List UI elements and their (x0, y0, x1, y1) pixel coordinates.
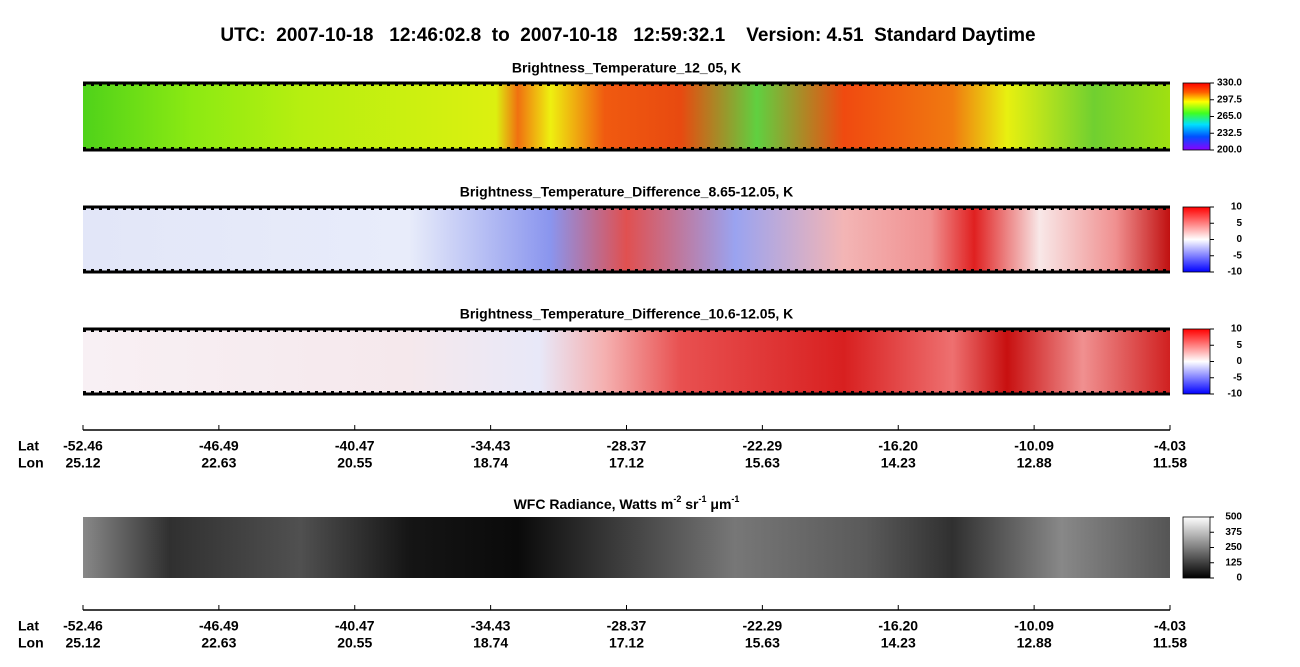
title-superscript: -1 (698, 494, 706, 504)
lon-axis-label: Lon (18, 635, 44, 651)
panel-title: Brightness_Temperature_Difference_8.65-1… (460, 184, 794, 200)
title-text: sr (681, 496, 699, 512)
lon-tick-label: 14.23 (881, 455, 916, 471)
swath-image (83, 329, 1170, 394)
colorbar-tick-label: -10 (1228, 267, 1243, 278)
colorbar (1182, 516, 1211, 579)
lon-tick-label: 15.63 (745, 635, 780, 651)
lat-tick-label: -10.09 (1014, 438, 1054, 454)
colorbar-tick-label: 0 (1236, 573, 1242, 584)
title-text: WFC Radiance, Watts m (514, 496, 674, 512)
colorbar (1182, 206, 1211, 273)
lat-tick-label: -16.20 (878, 438, 918, 454)
lon-tick-label: 22.63 (201, 635, 236, 651)
lon-tick-label: 18.74 (473, 455, 508, 471)
title-superscript: -1 (731, 494, 739, 504)
lat-tick-label: -16.20 (878, 618, 918, 634)
colorbar-tick-label: 265.0 (1217, 111, 1242, 122)
lon-tick-label: 12.88 (1017, 635, 1052, 651)
figure-title: UTC: 2007-10-18 12:46:02.8 to 2007-10-18… (220, 25, 1035, 46)
lat-tick-label: -28.37 (607, 618, 647, 634)
lat-tick-label: -52.46 (63, 618, 103, 634)
panel-title: Brightness_Temperature_Difference_10.6-1… (460, 306, 794, 322)
lon-tick-label: 17.12 (609, 455, 644, 471)
lon-tick-label: 12.88 (1017, 455, 1052, 471)
swath-image (83, 83, 1170, 150)
colorbar-tick-label: 0 (1236, 356, 1242, 367)
lon-tick-label: 14.23 (881, 635, 916, 651)
colorbar-tick-label: 10 (1231, 202, 1243, 213)
swath-image (83, 207, 1170, 272)
lat-tick-label: -22.29 (743, 618, 783, 634)
lon-tick-label: 25.12 (65, 455, 100, 471)
lon-tick-label: 20.55 (337, 455, 372, 471)
lon-tick-label: 25.12 (65, 635, 100, 651)
colorbar-tick-label: 5 (1236, 218, 1242, 229)
colorbar-tick-label: 500 (1225, 512, 1242, 523)
lon-axis-label: Lon (18, 455, 44, 471)
lat-tick-label: -46.49 (199, 618, 239, 634)
lon-tick-label: 11.58 (1153, 455, 1187, 471)
lon-tick-label: 18.74 (473, 635, 508, 651)
lat-axis-label: Lat (18, 618, 39, 634)
lat-tick-label: -40.47 (335, 618, 375, 634)
lon-tick-label: 20.55 (337, 635, 372, 651)
colorbar-tick-label: 0 (1236, 234, 1242, 245)
colorbar-tick-label: 5 (1236, 340, 1242, 351)
swath-image (83, 517, 1170, 578)
colorbar-tick-label: 297.5 (1217, 94, 1242, 105)
lat-tick-label: -34.43 (471, 438, 511, 454)
colorbar-tick-label: 250 (1225, 542, 1242, 553)
lat-tick-label: -4.03 (1154, 438, 1186, 454)
colorbar-tick-label: -5 (1233, 372, 1242, 383)
title-text: μm (706, 496, 731, 512)
lat-tick-label: -46.49 (199, 438, 239, 454)
lat-tick-label: -52.46 (63, 438, 103, 454)
panel-title: WFC Radiance, Watts m-2 sr-1 μm-1 (514, 494, 740, 511)
lon-tick-label: 11.58 (1153, 635, 1187, 651)
lat-axis-label: Lat (18, 438, 39, 454)
colorbar-tick-label: 232.5 (1217, 128, 1242, 139)
colorbar (1182, 328, 1211, 395)
colorbar (1182, 82, 1211, 151)
lon-tick-label: 15.63 (745, 455, 780, 471)
lat-tick-label: -4.03 (1154, 618, 1186, 634)
title-superscript: -2 (673, 494, 681, 504)
colorbar-tick-label: 375 (1225, 527, 1242, 538)
colorbar-tick-label: 200.0 (1217, 145, 1242, 156)
lat-tick-label: -10.09 (1014, 618, 1054, 634)
colorbar-tick-label: -10 (1228, 389, 1243, 400)
colorbar-tick-label: -5 (1233, 250, 1242, 261)
lon-tick-label: 17.12 (609, 635, 644, 651)
panel-title: Brightness_Temperature_12_05, K (512, 60, 741, 76)
lat-tick-label: -40.47 (335, 438, 375, 454)
colorbar-tick-label: 10 (1231, 324, 1243, 335)
lon-tick-label: 22.63 (201, 455, 236, 471)
lat-tick-label: -28.37 (607, 438, 647, 454)
colorbar-tick-label: 330.0 (1217, 78, 1242, 89)
lat-tick-label: -34.43 (471, 618, 511, 634)
colorbar-tick-label: 125 (1225, 557, 1242, 568)
lat-tick-label: -22.29 (743, 438, 783, 454)
